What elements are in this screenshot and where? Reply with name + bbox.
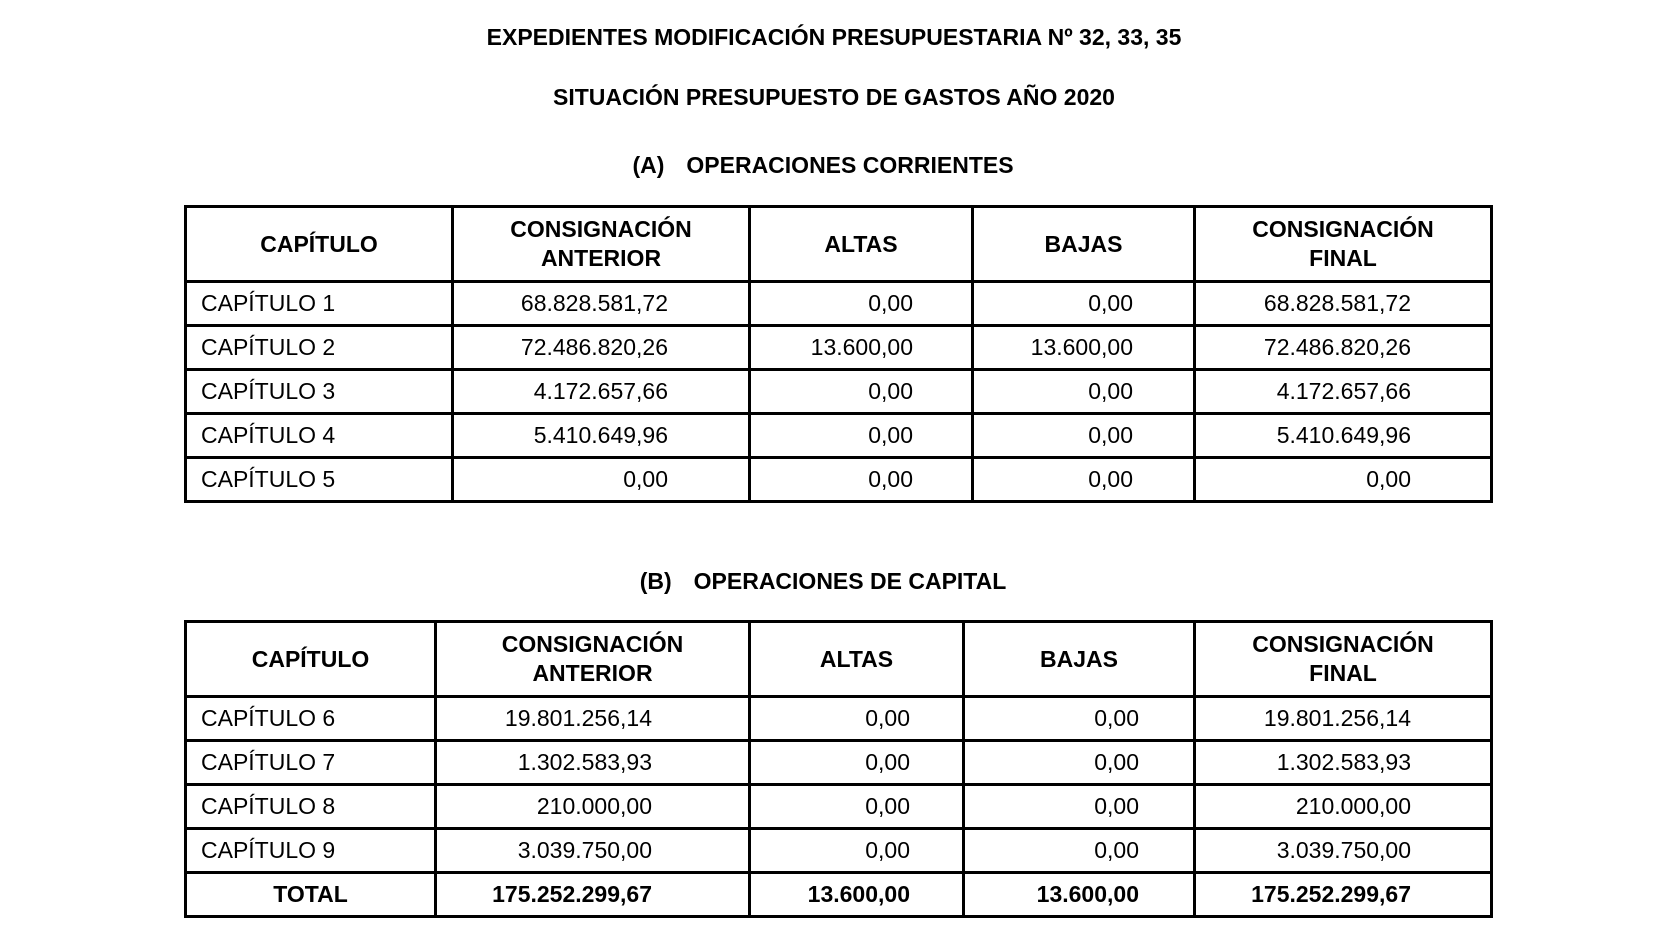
cell-altas: 0,00 [748, 456, 974, 503]
table-row: CAPÍTULO 8 210.000,00 0,00 0,00 210.000,00 [184, 783, 1493, 830]
table-row: CAPÍTULO 9 3.039.750,00 0,00 0,00 3.039.750,… [184, 827, 1493, 874]
column-header-altas: ALTAS [748, 205, 974, 283]
section-b-title: OPERACIONES DE CAPITAL [693, 568, 1007, 594]
table-row: CAPÍTULO 6 19.801.256,14 0,00 0,00 19.801.25… [184, 695, 1493, 742]
cell-consignacion-final: 72.486.820,26 [1193, 324, 1493, 371]
cell-consignacion-anterior: 210.000,00 [434, 783, 751, 830]
cell-bajas: 13.600,00 [962, 871, 1196, 918]
cell-consignacion-anterior: 5.410.649,96 [451, 412, 751, 459]
column-header-consignacion-final: CONSIGNACIÓN FINAL [1193, 205, 1493, 283]
section-b-letter: (B) [639, 568, 672, 594]
cell-bajas: 13.600,00 [971, 324, 1196, 371]
cell-bajas: 0,00 [971, 456, 1196, 503]
cell-capitulo: CAPÍTULO 6 [184, 695, 437, 742]
cell-consignacion-anterior: 4.172.657,66 [451, 368, 751, 415]
table-operaciones-capital: CAPÍTULO CONSIGNACIÓN ANTERIOR ALTAS BAJAS C… [184, 620, 1493, 918]
table-header-row: CAPÍTULO CONSIGNACIÓN ANTERIOR ALTAS BAJAS C… [184, 620, 1493, 698]
cell-altas: 13.600,00 [748, 871, 965, 918]
column-header-bajas: BAJAS [971, 205, 1196, 283]
cell-bajas: 0,00 [962, 783, 1196, 830]
column-header-consignacion-anterior: CONSIGNACIÓN ANTERIOR [434, 620, 751, 698]
cell-capitulo: CAPÍTULO 5 [184, 456, 454, 503]
column-header-capitulo: CAPÍTULO [184, 620, 437, 698]
cell-consignacion-final: 0,00 [1193, 456, 1493, 503]
table-row: CAPÍTULO 3 4.172.657,66 0,00 0,00 4.172.657,… [184, 368, 1493, 415]
cell-consignacion-final: 3.039.750,00 [1193, 827, 1493, 874]
cell-capitulo: CAPÍTULO 8 [184, 783, 437, 830]
cell-altas: 0,00 [748, 695, 965, 742]
cell-altas: 13.600,00 [748, 324, 974, 371]
section-b-heading: (B) OPERACIONES DE CAPITAL [0, 568, 1668, 595]
table-row: CAPÍTULO 2 72.486.820,26 13.600,00 13.600,0… [184, 324, 1493, 371]
cell-consignacion-anterior: 19.801.256,14 [434, 695, 751, 742]
cell-capitulo: CAPÍTULO 1 [184, 280, 454, 327]
total-row: TOTAL 175.252.299,67 13.600,00 13.600,00 175… [184, 871, 1493, 918]
column-header-bajas: BAJAS [962, 620, 1196, 698]
cell-altas: 0,00 [748, 280, 974, 327]
section-a-title: OPERACIONES CORRIENTES [686, 152, 1014, 178]
cell-consignacion-anterior: 3.039.750,00 [434, 827, 751, 874]
cell-altas: 0,00 [748, 827, 965, 874]
cell-bajas: 0,00 [962, 695, 1196, 742]
document-title: EXPEDIENTES MODIFICACIÓN PRESUPUESTARIA … [486, 24, 1182, 50]
column-header-consignacion-final: CONSIGNACIÓN FINAL [1193, 620, 1493, 698]
cell-bajas: 0,00 [971, 412, 1196, 459]
cell-capitulo: CAPÍTULO 3 [184, 368, 454, 415]
cell-consignacion-anterior: 175.252.299,67 [434, 871, 751, 918]
cell-bajas: 0,00 [962, 827, 1196, 874]
column-header-capitulo: CAPÍTULO [184, 205, 454, 283]
cell-consignacion-anterior: 1.302.583,93 [434, 739, 751, 786]
cell-altas: 0,00 [748, 412, 974, 459]
cell-consignacion-anterior: 0,00 [451, 456, 751, 503]
cell-consignacion-final: 4.172.657,66 [1193, 368, 1493, 415]
cell-capitulo: CAPÍTULO 9 [184, 827, 437, 874]
table-row: CAPÍTULO 1 68.828.581,72 0,00 0,00 68.828.58… [184, 280, 1493, 327]
cell-capitulo: TOTAL [184, 871, 437, 918]
cell-altas: 0,00 [748, 739, 965, 786]
cell-capitulo: CAPÍTULO 7 [184, 739, 437, 786]
document-subtitle: SITUACIÓN PRESUPUESTO DE GASTOS AÑO 2020 [553, 84, 1115, 110]
cell-altas: 0,00 [748, 368, 974, 415]
column-header-altas: ALTAS [748, 620, 965, 698]
cell-capitulo: CAPÍTULO 2 [184, 324, 454, 371]
section-a-heading: (A) OPERACIONES CORRIENTES [0, 152, 1668, 179]
cell-consignacion-anterior: 72.486.820,26 [451, 324, 751, 371]
cell-bajas: 0,00 [971, 368, 1196, 415]
table-row: CAPÍTULO 7 1.302.583,93 0,00 0,00 1.302.583,… [184, 739, 1493, 786]
column-header-consignacion-anterior: CONSIGNACIÓN ANTERIOR [451, 205, 751, 283]
cell-capitulo: CAPÍTULO 4 [184, 412, 454, 459]
cell-consignacion-final: 1.302.583,93 [1193, 739, 1493, 786]
cell-consignacion-final: 210.000,00 [1193, 783, 1493, 830]
cell-consignacion-final: 19.801.256,14 [1193, 695, 1493, 742]
table-row: CAPÍTULO 4 5.410.649,96 0,00 0,00 5.410.649,… [184, 412, 1493, 459]
cell-consignacion-final: 68.828.581,72 [1193, 280, 1493, 327]
table-header-row: CAPÍTULO CONSIGNACIÓN ANTERIOR ALTAS BAJAS C… [184, 205, 1493, 283]
cell-bajas: 0,00 [962, 739, 1196, 786]
table-operaciones-corrientes: CAPÍTULO CONSIGNACIÓN ANTERIOR ALTAS BAJAS C… [184, 205, 1493, 503]
cell-bajas: 0,00 [971, 280, 1196, 327]
cell-consignacion-final: 5.410.649,96 [1193, 412, 1493, 459]
table-row: CAPÍTULO 5 0,00 0,00 0,00 0,00 [184, 456, 1493, 503]
section-a-letter: (A) [632, 152, 665, 178]
cell-consignacion-final: 175.252.299,67 [1193, 871, 1493, 918]
cell-consignacion-anterior: 68.828.581,72 [451, 280, 751, 327]
cell-altas: 0,00 [748, 783, 965, 830]
